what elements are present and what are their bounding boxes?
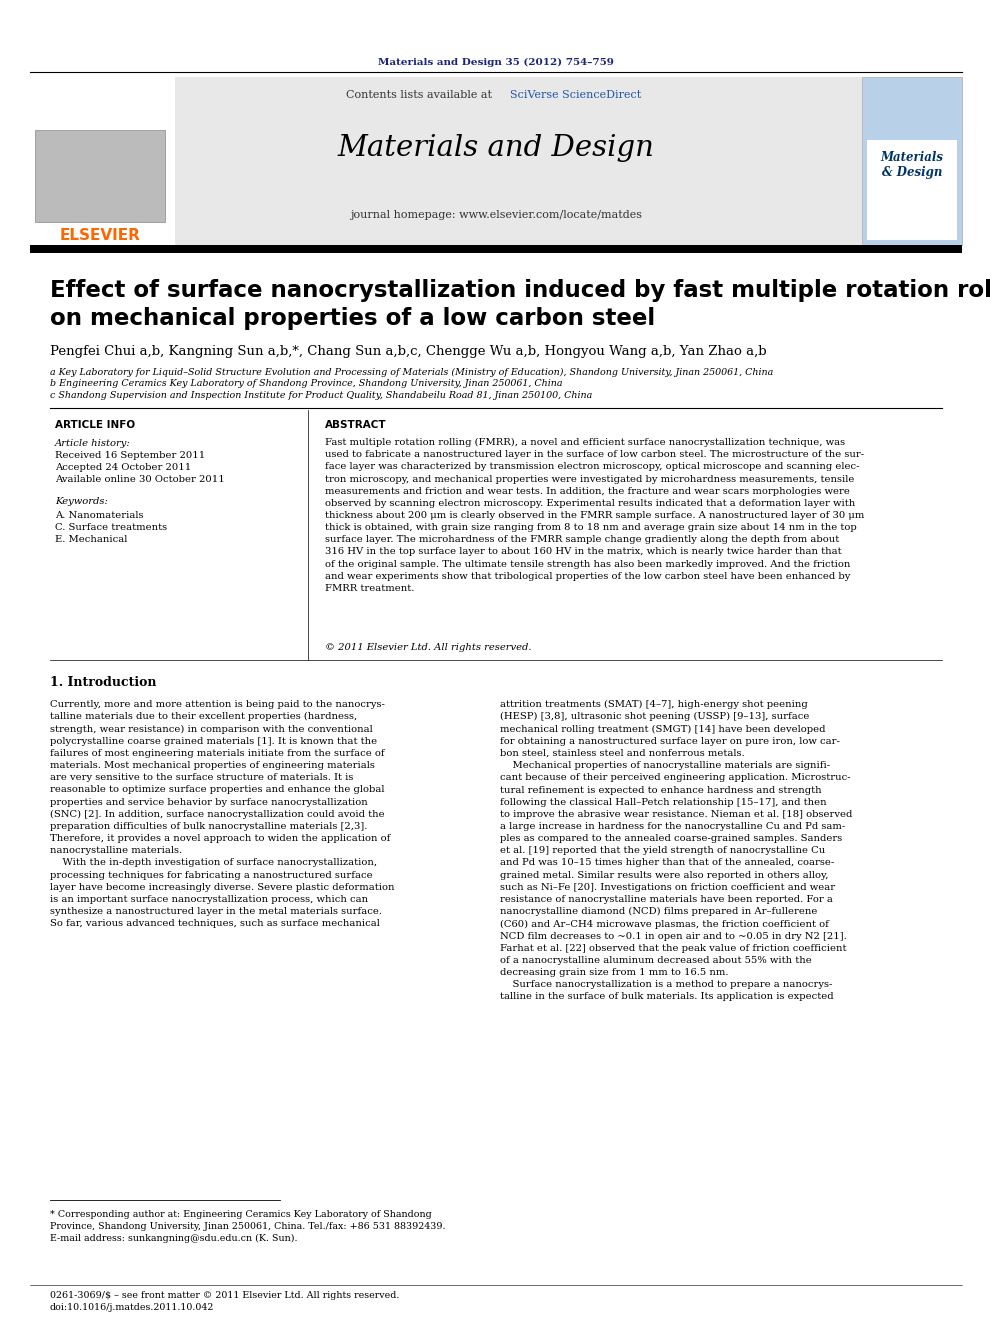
Text: Received 16 September 2011: Received 16 September 2011 xyxy=(55,451,205,460)
Text: Effect of surface nanocrystallization induced by fast multiple rotation rolling: Effect of surface nanocrystallization in… xyxy=(50,279,992,302)
FancyBboxPatch shape xyxy=(30,77,862,245)
Text: b Engineering Ceramics Key Laboratory of Shandong Province, Shandong University,: b Engineering Ceramics Key Laboratory of… xyxy=(50,380,562,389)
Text: a Key Laboratory for Liquid–Solid Structure Evolution and Processing of Material: a Key Laboratory for Liquid–Solid Struct… xyxy=(50,368,773,377)
Text: Materials and Design: Materials and Design xyxy=(337,134,655,161)
Text: Keywords:: Keywords: xyxy=(55,497,108,507)
Text: 1. Introduction: 1. Introduction xyxy=(50,676,157,688)
Text: Contents lists available at: Contents lists available at xyxy=(346,90,496,101)
Text: attrition treatments (SMAT) [4–7], high-energy shot peening
(HESP) [3,8], ultras: attrition treatments (SMAT) [4–7], high-… xyxy=(500,700,852,1002)
FancyBboxPatch shape xyxy=(35,130,165,222)
Text: * Corresponding author at: Engineering Ceramics Key Laboratory of Shandong
Provi: * Corresponding author at: Engineering C… xyxy=(50,1211,445,1242)
Text: Materials
& Design: Materials & Design xyxy=(881,151,943,179)
Text: c Shandong Supervision and Inspection Institute for Product Quality, Shandabeilu: c Shandong Supervision and Inspection In… xyxy=(50,392,592,401)
Text: Fast multiple rotation rolling (FMRR), a novel and efficient surface nanocrystal: Fast multiple rotation rolling (FMRR), a… xyxy=(325,438,864,593)
FancyBboxPatch shape xyxy=(30,245,962,253)
Text: on mechanical properties of a low carbon steel: on mechanical properties of a low carbon… xyxy=(50,307,655,329)
Text: doi:10.1016/j.matdes.2011.10.042: doi:10.1016/j.matdes.2011.10.042 xyxy=(50,1303,214,1312)
FancyBboxPatch shape xyxy=(867,140,957,239)
Text: journal homepage: www.elsevier.com/locate/matdes: journal homepage: www.elsevier.com/locat… xyxy=(350,210,642,220)
Text: Article history:: Article history: xyxy=(55,438,131,447)
FancyBboxPatch shape xyxy=(30,77,175,245)
Text: ABSTRACT: ABSTRACT xyxy=(325,419,387,430)
Text: 0261-3069/$ – see front matter © 2011 Elsevier Ltd. All rights reserved.: 0261-3069/$ – see front matter © 2011 El… xyxy=(50,1290,400,1299)
FancyBboxPatch shape xyxy=(862,77,962,245)
Text: SciVerse ScienceDirect: SciVerse ScienceDirect xyxy=(510,90,641,101)
Text: Accepted 24 October 2011: Accepted 24 October 2011 xyxy=(55,463,191,472)
Text: E. Mechanical: E. Mechanical xyxy=(55,534,127,544)
Text: Currently, more and more attention is being paid to the nanocrys-
talline materi: Currently, more and more attention is be… xyxy=(50,700,395,929)
Text: Materials and Design 35 (2012) 754–759: Materials and Design 35 (2012) 754–759 xyxy=(378,57,614,66)
Text: Pengfei Chui a,b, Kangning Sun a,b,*, Chang Sun a,b,c, Chengge Wu a,b, Hongyou W: Pengfei Chui a,b, Kangning Sun a,b,*, Ch… xyxy=(50,345,767,359)
Text: ARTICLE INFO: ARTICLE INFO xyxy=(55,419,135,430)
Text: C. Surface treatments: C. Surface treatments xyxy=(55,523,167,532)
Text: ELSEVIER: ELSEVIER xyxy=(60,229,141,243)
Text: © 2011 Elsevier Ltd. All rights reserved.: © 2011 Elsevier Ltd. All rights reserved… xyxy=(325,643,532,652)
Text: Available online 30 October 2011: Available online 30 October 2011 xyxy=(55,475,225,484)
Text: A. Nanomaterials: A. Nanomaterials xyxy=(55,511,144,520)
